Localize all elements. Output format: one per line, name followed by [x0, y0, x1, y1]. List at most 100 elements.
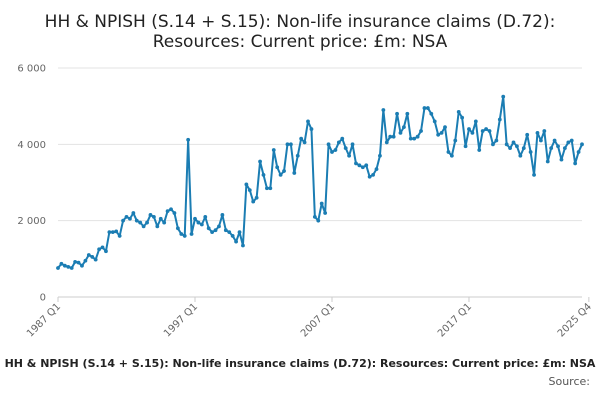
data-point [206, 226, 211, 231]
data-point [100, 245, 105, 250]
data-point [244, 182, 249, 187]
data-point [217, 224, 221, 229]
x-tick-label: 2017 Q1 [436, 301, 474, 339]
data-point [535, 130, 540, 135]
data-point [545, 159, 550, 164]
data-point [59, 261, 64, 266]
y-tick-label: 0 [40, 293, 46, 304]
data-point [73, 259, 78, 264]
data-point [429, 111, 434, 116]
data-point [374, 167, 379, 172]
x-tick-label: 2007 Q1 [299, 301, 337, 339]
data-point [254, 195, 259, 200]
data-point [576, 150, 581, 154]
data-point [138, 220, 143, 225]
data-point [189, 232, 194, 236]
data-point [511, 140, 516, 145]
data-point [405, 111, 410, 116]
data-point [330, 150, 334, 154]
data-point [148, 213, 153, 217]
y-tick-label: 6 000 [17, 64, 46, 75]
data-point [131, 211, 136, 215]
data-point [309, 127, 314, 131]
data-point [580, 142, 584, 147]
legend: HH & NPISH (S.14 + S.15): Non-life insur… [5, 357, 596, 370]
data-point [556, 144, 560, 149]
data-point [542, 129, 547, 133]
data-point [299, 136, 304, 141]
data-point [491, 142, 495, 147]
data-point [261, 172, 266, 177]
data-point [494, 138, 499, 143]
data-point [473, 119, 478, 124]
data-point [210, 230, 215, 235]
data-point [295, 153, 300, 158]
data-point [559, 157, 564, 162]
y-axis-ticks: 0 2 000 4 000 6 000 [17, 64, 46, 304]
data-point [134, 218, 139, 223]
data-point [175, 226, 180, 231]
data-point [292, 171, 297, 175]
data-point [367, 174, 372, 179]
data-point [347, 153, 352, 158]
data-point [288, 142, 293, 147]
data-point [371, 172, 375, 177]
x-axis-ticks: 1987 Q1 1997 Q1 2007 Q1 2017 Q1 2025 Q4 [25, 297, 594, 339]
data-point [562, 146, 567, 151]
data-point [521, 146, 526, 151]
data-point [258, 159, 262, 164]
data-point [470, 130, 475, 135]
data-point [251, 199, 256, 204]
data-point [388, 134, 393, 139]
data-point [384, 140, 389, 145]
data-point [172, 211, 177, 215]
data-point [285, 142, 290, 147]
data-point [186, 137, 191, 142]
data-point [408, 136, 413, 141]
data-point [234, 239, 238, 244]
data-point [391, 134, 396, 139]
data-point [525, 132, 530, 137]
source-label: Source: [549, 375, 591, 388]
data-point [357, 163, 362, 168]
data-point [275, 165, 280, 170]
data-point [504, 142, 509, 147]
data-point [145, 220, 149, 225]
data-point [312, 214, 317, 219]
data-point [97, 247, 101, 252]
data-point [354, 161, 358, 166]
data-point [110, 230, 115, 235]
data-point [155, 224, 160, 229]
data-point [412, 136, 417, 141]
chart-title-line-1: HH & NPISH (S.14 + S.15): Non-life insur… [45, 12, 556, 32]
data-point [169, 207, 173, 212]
data-point [227, 230, 232, 235]
data-point [350, 142, 355, 147]
data-point [83, 258, 88, 263]
data-point [549, 146, 554, 151]
data-point [220, 213, 225, 217]
x-tick-label: 1997 Q1 [162, 301, 200, 339]
data-point [196, 220, 201, 225]
data-point [162, 220, 167, 225]
data-point [128, 216, 132, 221]
data-point [193, 216, 197, 221]
data-point [223, 228, 228, 233]
data-point [76, 260, 81, 265]
data-point [449, 153, 454, 158]
data-point [456, 109, 461, 114]
data-point [241, 243, 245, 248]
data-point [566, 140, 571, 145]
data-point [141, 224, 146, 229]
legend-label: HH & NPISH (S.14 + S.15): Non-life insur… [5, 357, 596, 370]
chart-title-line-2: Resources: Current price: £m: NSA [153, 32, 448, 52]
data-point [480, 129, 485, 133]
data-point [90, 255, 95, 259]
data-point [165, 209, 170, 214]
data-point [306, 119, 310, 124]
data-point [518, 153, 523, 158]
data-point [278, 172, 283, 177]
data-point [573, 161, 578, 166]
x-tick-label: 1987 Q1 [25, 301, 63, 339]
data-point [203, 214, 208, 219]
